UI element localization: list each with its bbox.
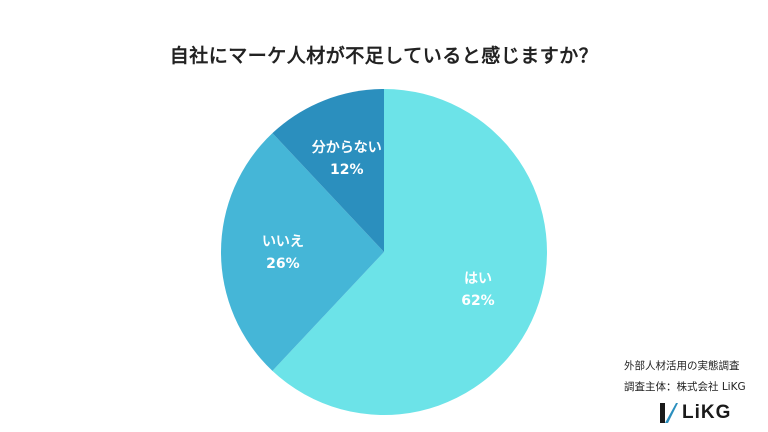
chart-title: 自社にマーケ人材が不足していると感じますか？ xyxy=(169,45,599,67)
slice-label-2: 分からない xyxy=(312,140,382,156)
slice-value-1: 26% xyxy=(266,256,300,272)
pie-slice-1 xyxy=(221,133,384,371)
slice-value-2: 12% xyxy=(330,162,364,178)
logo-text: LiKG xyxy=(682,402,732,423)
slice-label-1: いいえ xyxy=(262,234,304,250)
organization-note: 調査主体：株式会社 LiKG xyxy=(624,381,746,393)
slice-label-0: はい xyxy=(464,271,492,287)
slice-value-0: 62% xyxy=(461,293,495,309)
pie-slice-2 xyxy=(272,89,384,252)
logo-mark-icon xyxy=(660,403,678,423)
company-logo: LiKG xyxy=(657,400,731,426)
source-note: 外部人材活用の実態調査 xyxy=(624,360,740,372)
pie-slice-0 xyxy=(272,89,547,415)
